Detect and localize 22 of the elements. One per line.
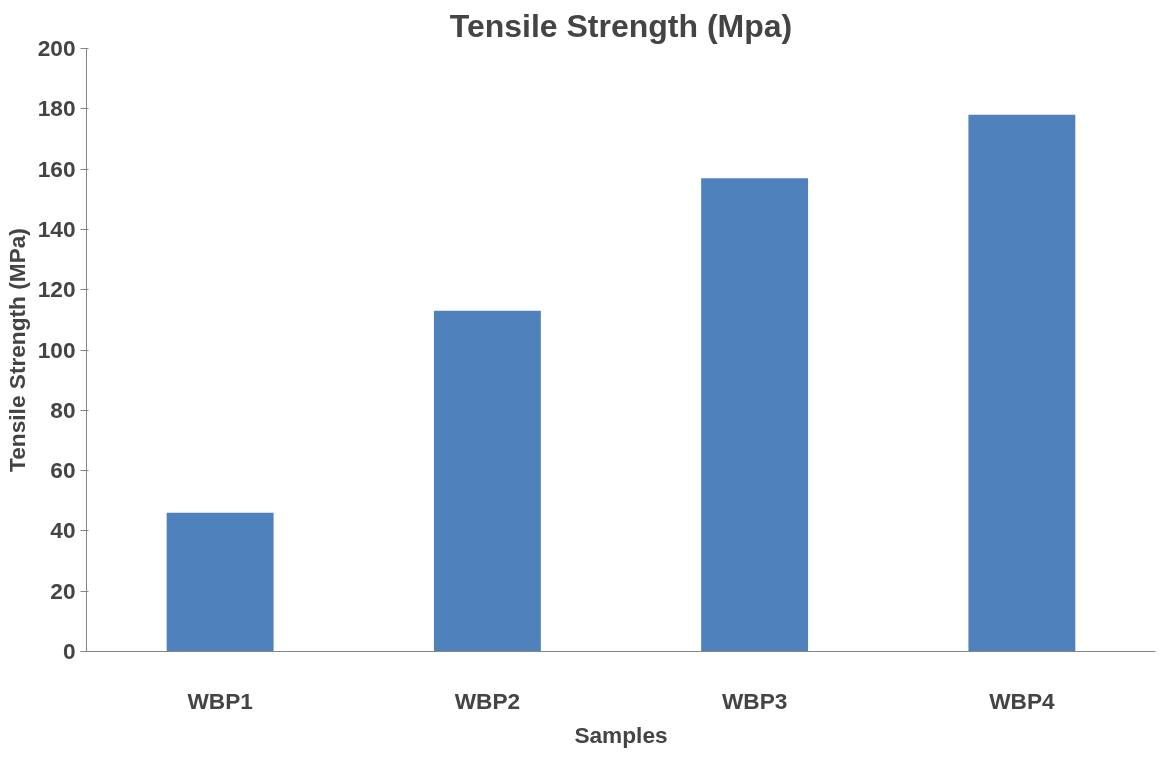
y-tick-label: 60 bbox=[50, 457, 76, 484]
chart-title: Tensile Strength (Mpa) bbox=[449, 7, 793, 44]
y-tick-label: 0 bbox=[62, 638, 76, 664]
y-tick-label: 40 bbox=[50, 517, 76, 544]
x-tick-label: WBP3 bbox=[721, 687, 788, 714]
x-axis-title: Samples bbox=[574, 721, 668, 748]
y-tick-label: 100 bbox=[37, 336, 76, 363]
x-tick-label: WBP2 bbox=[454, 687, 521, 714]
y-tick-label: 80 bbox=[50, 396, 76, 423]
x-tick-label: WBP4 bbox=[989, 687, 1055, 714]
bar bbox=[166, 512, 274, 652]
y-tick-label: 140 bbox=[37, 215, 76, 242]
x-tick-label: WBP1 bbox=[187, 687, 253, 714]
y-tick-label: 180 bbox=[37, 95, 76, 122]
bar bbox=[701, 178, 809, 652]
bar bbox=[433, 310, 541, 652]
y-tick-label: 120 bbox=[37, 276, 76, 303]
bar bbox=[968, 114, 1076, 652]
y-axis-title: Tensile Strength (MPa) bbox=[3, 228, 30, 472]
y-tick-label: 200 bbox=[37, 35, 76, 61]
y-tick-label: 20 bbox=[50, 577, 76, 604]
y-tick-label: 160 bbox=[37, 155, 76, 182]
